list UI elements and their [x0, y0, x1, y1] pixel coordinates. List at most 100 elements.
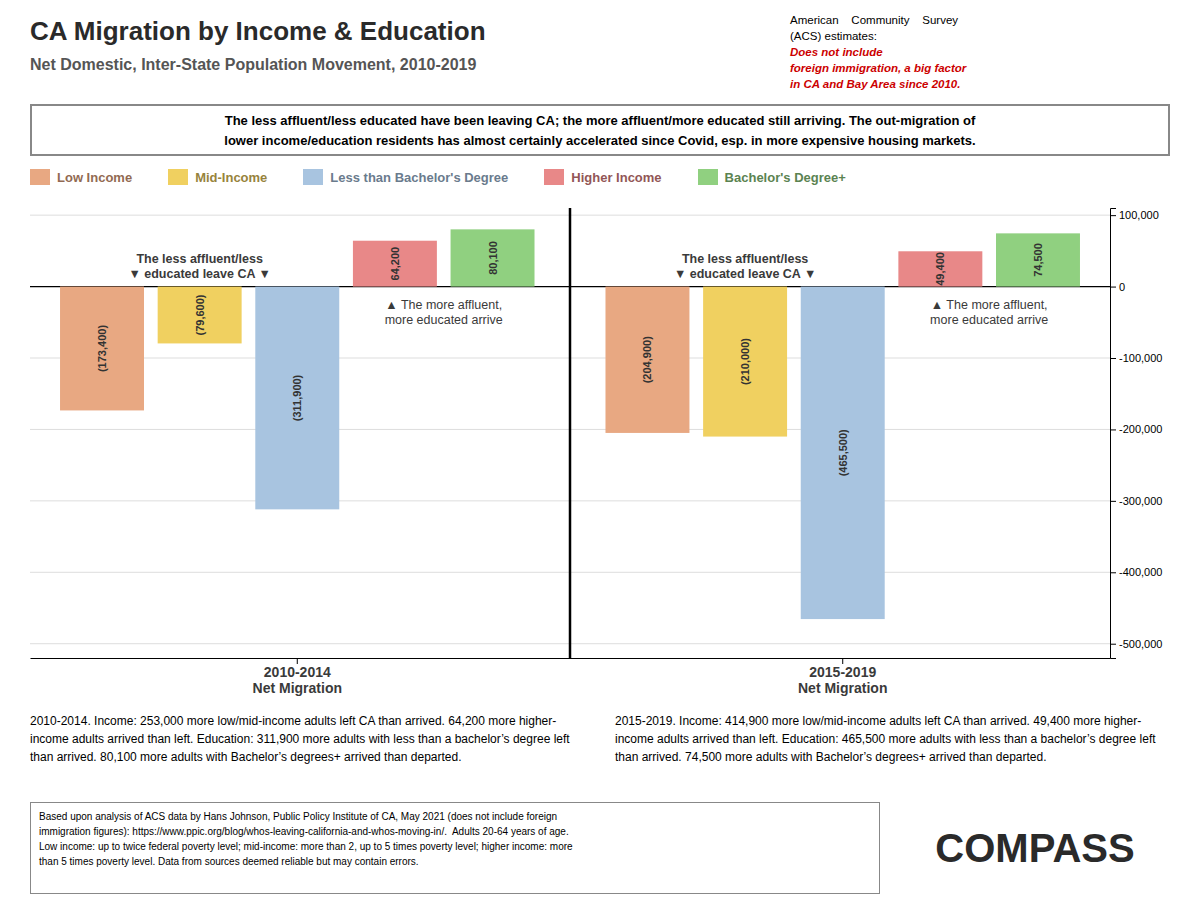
legend-label: Mid-Income: [195, 170, 267, 185]
y-tick-mark: [1110, 358, 1116, 359]
title: CA Migration by Income & Education: [30, 16, 486, 47]
page: CA Migration by Income & Education Net Do…: [0, 0, 1200, 900]
y-tick: -400,000: [1110, 566, 1162, 578]
y-axis: 100,000 0 -100,000 -200,000 -300,000 -400,000…: [1110, 209, 1162, 659]
data-label: 49,400: [934, 252, 946, 286]
x-tick-label: 2015-2019Net Migration: [798, 664, 887, 696]
plot: (173,400) (204,900) (79,600) (210,000) (311,…: [30, 208, 1162, 696]
y-tick-label: 0: [1119, 281, 1125, 293]
y-tick-mark: [1110, 501, 1116, 502]
source-note-line: Does not include foreign immigration, a …: [790, 44, 1180, 92]
y-tick-label: -300,000: [1119, 495, 1162, 507]
bar: [996, 233, 1080, 286]
bar: [255, 287, 339, 510]
bar: [898, 251, 982, 286]
plot-background: [30, 208, 1110, 658]
y-tick-mark: [1110, 287, 1116, 288]
chart: (173,400) (204,900) (79,600) (210,000) (311,…: [0, 196, 1200, 706]
y-tick-label: -200,000: [1119, 423, 1162, 435]
y-tick: -200,000: [1110, 423, 1162, 435]
data-label: (465,500): [837, 429, 849, 476]
legend-label: Low Income: [57, 170, 132, 185]
y-tick-label: -400,000: [1119, 566, 1162, 578]
annotations: The less affluent/less▼ educated leave C…: [128, 252, 1048, 327]
y-tick-mark: [1110, 215, 1116, 216]
text-line: ▲ The more affluent,: [931, 298, 1048, 312]
description: 2015-2019. Income: 414,900 more low/mid-…: [615, 712, 1170, 766]
text-line: The less affluent/less: [682, 252, 808, 266]
legend: Low Income Mid-Income Less than Bachelor's…: [30, 164, 1170, 190]
legend-item: Low Income: [30, 169, 132, 185]
legend-swatch: [303, 169, 323, 185]
data-label: (210,000): [739, 338, 751, 385]
summary-line: The less affluent/less educated have bee…: [38, 111, 1162, 131]
legend-swatch: [30, 169, 50, 185]
y-tick: 0: [1110, 281, 1125, 293]
y-tick-label: -100,000: [1119, 352, 1162, 364]
legend-item: Higher Income: [544, 169, 661, 185]
source-note: American Community Survey(ACS) estimates…: [790, 12, 1180, 92]
y-tick-label: -500,000: [1119, 638, 1162, 650]
x-axis: 2010-2014Net Migration2015-2019Net Migra…: [31, 658, 1111, 696]
bar: [158, 287, 242, 344]
data-label: (311,900): [291, 374, 303, 421]
x-tick-label: 2010-2014Net Migration: [253, 664, 342, 696]
annotation: The less affluent/less▼ educated leave C…: [128, 252, 270, 281]
legend-item: Mid-Income: [168, 169, 267, 185]
y-tick-mark: [1110, 572, 1116, 573]
bar: [801, 287, 885, 620]
legend-label: Bachelor's Degree+: [725, 170, 846, 185]
y-tick-mark: [1110, 644, 1116, 645]
legend-label: Higher Income: [571, 170, 661, 185]
data-label: (173,400): [96, 325, 108, 372]
y-axis-line: [1111, 209, 1117, 659]
bar: [451, 229, 535, 286]
text-line: The less affluent/less: [136, 252, 262, 266]
legend-swatch: [168, 169, 188, 185]
text-line: more educated arrive: [930, 313, 1048, 327]
data-label: 74,500: [1032, 243, 1044, 277]
y-tick: -100,000: [1110, 352, 1162, 364]
y-tick: 100,000: [1110, 209, 1159, 221]
y-tick: -500,000: [1110, 638, 1162, 650]
source-note-line: (ACS) estimates:: [790, 28, 1180, 44]
x-tick: 2015-2019Net Migration: [798, 658, 887, 696]
description: 2010-2014. Income: 253,000 more low/mid-…: [30, 712, 585, 766]
bar: [353, 241, 437, 287]
annotation: ▲ The more affluent,more educated arrive: [385, 298, 503, 327]
text-line: ▲ The more affluent,: [385, 298, 502, 312]
y-tick-label: 100,000: [1119, 209, 1159, 221]
data-label: (204,900): [641, 336, 653, 383]
subtitle: Net Domestic, Inter-State Population Mov…: [30, 56, 476, 74]
data-label: 80,100: [487, 241, 499, 275]
x-axis-line: [31, 658, 1111, 659]
footer: Based upon analysis of ACS data by Hans …: [30, 802, 880, 894]
legend-label: Less than Bachelor's Degree: [330, 170, 508, 185]
text-line: more educated arrive: [385, 313, 503, 327]
legend-swatch: [544, 169, 564, 185]
panel-dividers: [570, 208, 571, 658]
bar: [605, 287, 689, 433]
annotation: ▲ The more affluent,more educated arrive: [930, 298, 1048, 327]
legend-item: Less than Bachelor's Degree: [303, 169, 508, 185]
data-label: (79,600): [194, 294, 206, 335]
text-line: ▼ educated leave CA ▼: [674, 267, 816, 281]
logo: COMPASS: [890, 802, 1180, 894]
legend-item: Bachelor's Degree+: [698, 169, 846, 185]
x-tick: 2010-2014Net Migration: [253, 658, 342, 696]
source-note-line: American Community Survey: [790, 12, 1180, 28]
panel-divider: [569, 208, 572, 658]
text-line: Net Migration: [253, 680, 342, 696]
summary-box: The less affluent/less educated have bee…: [30, 104, 1170, 156]
text-line: 2010-2014: [264, 664, 331, 680]
y-tick-mark: [1110, 429, 1116, 430]
y-tick: -300,000: [1110, 495, 1162, 507]
text-line: ▼ educated leave CA ▼: [128, 267, 270, 281]
data-label: 64,200: [389, 247, 401, 281]
annotation: The less affluent/less▼ educated leave C…: [674, 252, 816, 281]
text-line: 2015-2019: [809, 664, 876, 680]
bar: [703, 287, 787, 437]
bar: [60, 287, 144, 411]
legend-swatch: [698, 169, 718, 185]
summary-line: lower income/education residents has alm…: [38, 131, 1162, 151]
